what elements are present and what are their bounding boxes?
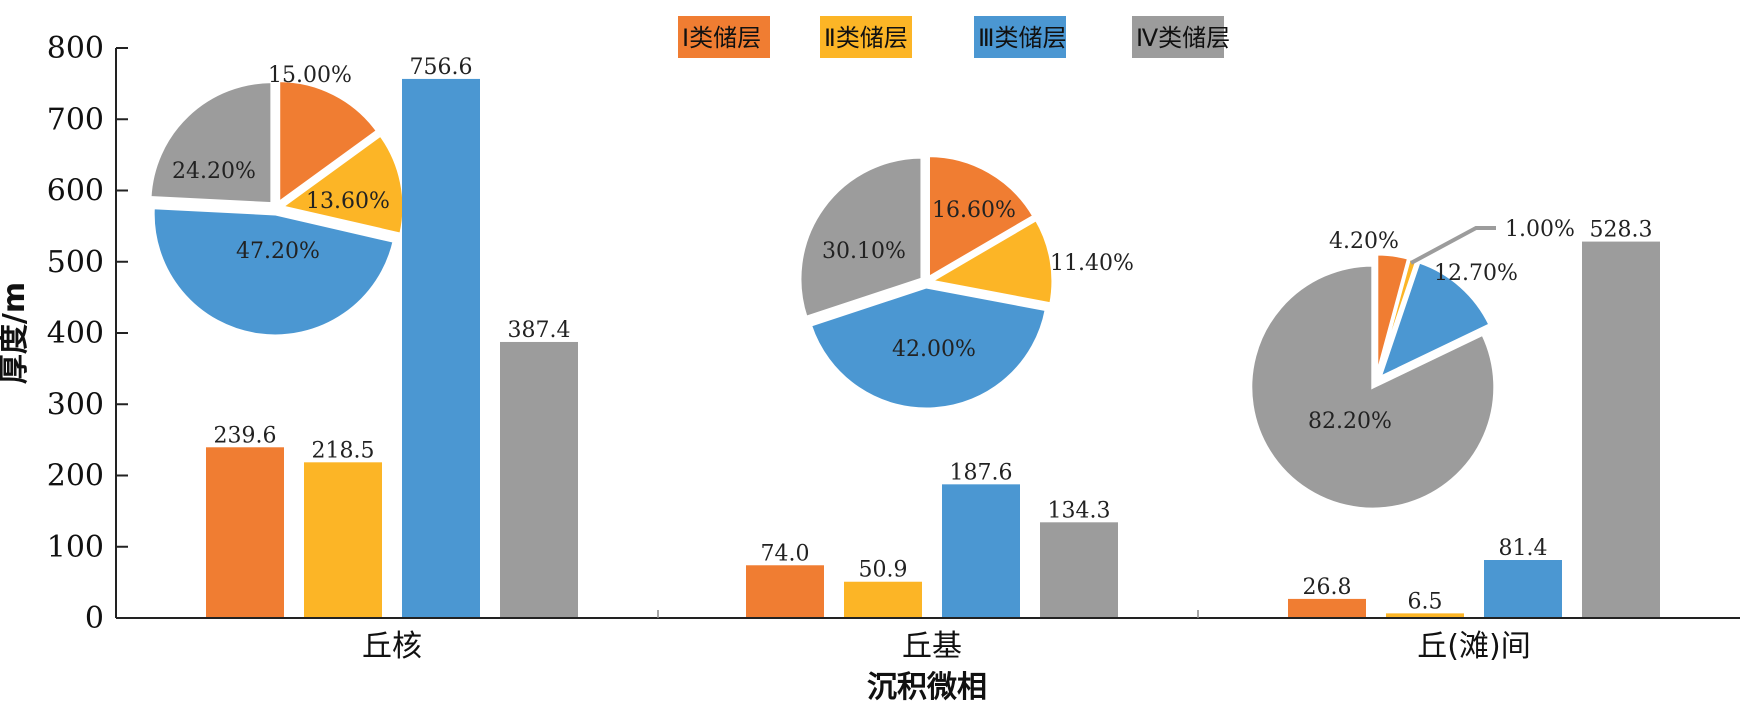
pie-percent-label: 15.00%	[268, 63, 352, 88]
bar-value-label: 50.9	[859, 558, 908, 583]
x-category-label: 丘核	[362, 629, 422, 664]
pie-leader-line	[1410, 226, 1496, 265]
bar-value-label: 187.6	[950, 460, 1013, 485]
y-tick-label: 600	[47, 174, 104, 209]
pie-slice	[926, 154, 1036, 281]
y-tick-label: 800	[47, 31, 104, 66]
pie-slice	[148, 80, 274, 206]
pie-slice	[151, 206, 396, 338]
bar	[1582, 241, 1660, 618]
bar-value-label: 218.5	[312, 438, 375, 463]
bar-series: 239.6 74.0 26.8 218.5 50.9 6.5 756.6 187.6 81.4 3…	[206, 55, 1660, 619]
y-tick-label: 300	[47, 387, 104, 422]
bar	[206, 447, 284, 618]
legend-label: Ⅳ类储层	[1136, 24, 1230, 52]
bar-value-label: 6.5	[1408, 589, 1443, 614]
bar-value-label: 74.0	[761, 541, 810, 566]
bar-value-label: 26.8	[1303, 575, 1352, 600]
x-axis-title: 沉积微相	[867, 670, 987, 704]
bar-value-label: 81.4	[1499, 536, 1548, 561]
bar-value-label: 239.6	[214, 423, 277, 448]
y-tick-label: 700	[47, 102, 104, 137]
y-tick-label: 100	[47, 530, 104, 565]
bar	[1484, 560, 1562, 618]
legend: Ⅰ类储层 Ⅱ类储层 Ⅲ类储层 Ⅳ类储层	[678, 16, 1230, 58]
bar-value-label: 756.6	[410, 55, 473, 80]
pie-slice	[278, 132, 406, 236]
y-axis-title: 厚度/m	[0, 282, 32, 384]
pie-slice	[277, 79, 380, 206]
legend-label: Ⅱ类储层	[824, 24, 908, 52]
pie-slice	[798, 155, 924, 320]
pie-percent-label: 82.20%	[1308, 409, 1392, 434]
legend-swatch	[678, 16, 770, 58]
legend-label: Ⅰ类储层	[682, 24, 761, 52]
pie-percent-label: 30.10%	[822, 239, 906, 264]
pie-percent-label: 13.60%	[306, 189, 390, 214]
pie-percent-label: 12.70%	[1434, 261, 1518, 286]
y-tick-label: 0	[85, 601, 104, 636]
bar	[1288, 598, 1366, 618]
bar	[844, 581, 922, 618]
legend-swatch	[974, 16, 1066, 58]
pie-charts: 15.00% 13.60% 47.20% 24.20% 16.60% 11.40% 42.0…	[148, 63, 1575, 511]
x-category-label: 丘基	[902, 629, 962, 664]
pie-percent-label: 24.20%	[172, 159, 256, 184]
pie-percent-label: 47.20%	[236, 239, 320, 264]
legend-swatch	[1132, 16, 1224, 58]
pie-percent-label: 1.00%	[1505, 217, 1575, 242]
pie-slice	[926, 217, 1055, 306]
pie-percent-label: 16.60%	[932, 198, 1016, 223]
pie-slice	[1249, 263, 1497, 511]
bar-value-label: 134.3	[1048, 498, 1111, 523]
pie-percent-label: 4.20%	[1329, 229, 1399, 254]
y-ticks: 0 100 200 300 400 500 600 700 800	[47, 31, 128, 636]
pie-percent-label: 11.40%	[1050, 251, 1134, 276]
bar	[746, 565, 824, 618]
x-category-labels: 丘核 丘基 丘(滩)间	[362, 629, 1531, 664]
bar	[942, 484, 1020, 618]
y-tick-label: 200	[47, 459, 104, 494]
bar	[304, 462, 382, 618]
bar-value-label: 387.4	[508, 318, 571, 343]
x-category-label: 丘(滩)间	[1417, 629, 1530, 664]
bar	[500, 341, 578, 618]
bar	[402, 78, 480, 619]
legend-swatch	[820, 16, 912, 58]
y-tick-label: 500	[47, 245, 104, 280]
pie-slice	[808, 285, 1048, 411]
bar	[1386, 613, 1464, 618]
pie-slice	[1377, 260, 1492, 381]
y-tick-label: 400	[47, 316, 104, 351]
bar-value-label: 528.3	[1590, 218, 1653, 243]
legend-label: Ⅲ类储层	[978, 24, 1067, 52]
pie-percent-label: 42.00%	[892, 337, 976, 362]
bar	[1040, 522, 1118, 618]
